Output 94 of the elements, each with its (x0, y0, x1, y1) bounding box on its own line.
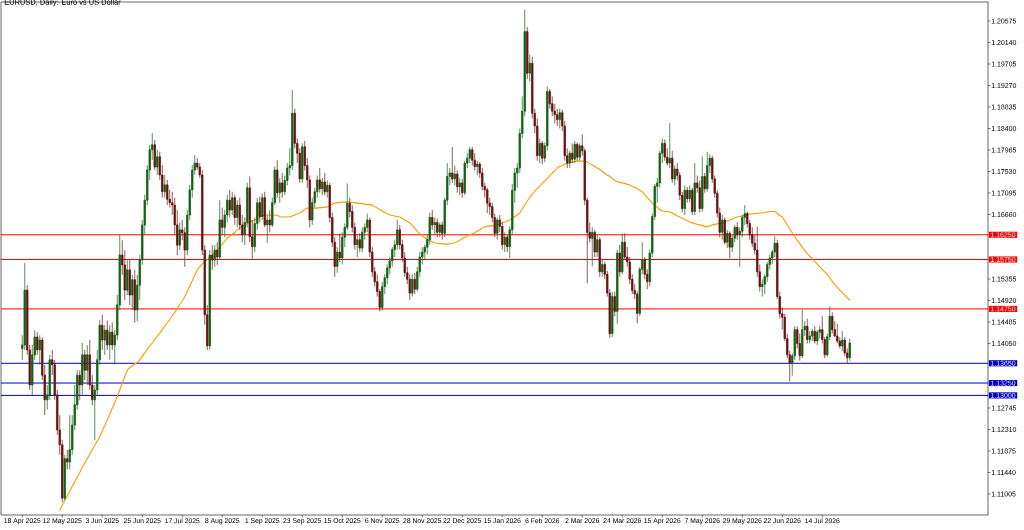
candlestick (441, 221, 444, 241)
candlestick (213, 244, 216, 268)
candlestick (613, 291, 616, 317)
candlestick (323, 172, 326, 196)
candlestick (358, 232, 361, 253)
candlestick (361, 227, 364, 253)
candlestick (433, 217, 436, 236)
candlestick (456, 170, 459, 194)
candlestick (611, 291, 614, 338)
candlestick (618, 244, 621, 278)
candlestick (38, 334, 41, 366)
candlestick (216, 241, 219, 266)
candlestick (278, 177, 281, 203)
candlestick (436, 218, 439, 238)
candlestick (133, 269, 136, 324)
candlestick (101, 314, 104, 351)
candlestick (233, 194, 236, 226)
candlestick (258, 196, 261, 223)
candlestick (231, 191, 234, 216)
candlestick (806, 318, 809, 344)
candlestick (848, 338, 851, 362)
candlestick (163, 174, 166, 199)
candlestick (36, 331, 39, 356)
candlestick (63, 454, 66, 501)
candlestick (268, 209, 271, 233)
candlestick (801, 309, 804, 359)
candlestick (453, 165, 456, 186)
candlestick (593, 229, 596, 258)
candlestick (528, 54, 531, 82)
candlestick (673, 165, 676, 186)
candlestick (808, 330, 811, 344)
candlestick (598, 236, 601, 278)
candlestick (326, 180, 329, 199)
candlestick (568, 150, 571, 169)
candlestick (301, 142, 304, 184)
candlestick (318, 167, 321, 194)
candlestick (486, 187, 489, 214)
candlestick (128, 259, 131, 306)
candlestick (431, 209, 434, 231)
candlestick (836, 323, 839, 344)
candlestick (706, 151, 709, 193)
candlestick (338, 232, 341, 263)
candlestick (111, 321, 114, 351)
candlestick (841, 330, 844, 352)
candlestick (458, 177, 461, 196)
candlestick (66, 449, 69, 470)
candlestick (503, 231, 506, 253)
candlestick (816, 329, 819, 346)
candlestick (723, 217, 726, 246)
candlestick (451, 146, 454, 184)
candlestick (468, 146, 471, 164)
candlestick (761, 278, 764, 297)
candlestick (126, 259, 129, 296)
candlestick (726, 229, 729, 249)
candlestick (811, 328, 814, 342)
candlestick (68, 414, 71, 470)
candlestick (81, 342, 84, 396)
candlestick (281, 172, 284, 199)
candlestick (236, 199, 239, 228)
candlestick (721, 214, 724, 241)
candlestick (496, 217, 499, 241)
candlestick (218, 199, 221, 261)
candlestick (131, 274, 134, 311)
candlestick (78, 369, 81, 401)
candlestick (336, 246, 339, 274)
candlestick (736, 222, 739, 241)
candlestick (153, 139, 156, 171)
candlestick (538, 138, 541, 164)
candlestick (86, 344, 89, 386)
candlestick (683, 185, 686, 216)
candlestick (728, 230, 731, 259)
candlestick (178, 222, 181, 251)
candlestick (103, 324, 106, 356)
candlestick (461, 178, 464, 199)
candlestick (228, 189, 231, 218)
candlestick (701, 156, 704, 212)
candlestick (476, 160, 479, 176)
candlestick (621, 232, 624, 275)
candlestick (106, 319, 109, 351)
candlestick (166, 179, 169, 206)
candlestick (596, 234, 599, 258)
candlestick (83, 349, 86, 381)
candlestick (321, 177, 324, 196)
candlestick (506, 234, 509, 253)
candlestick (438, 222, 441, 238)
candlestick (156, 149, 159, 176)
candlestick (813, 325, 816, 344)
candlestick (291, 89, 294, 171)
candlestick (616, 249, 619, 325)
candlestick (831, 312, 834, 334)
candlestick (276, 159, 279, 199)
candlestick (108, 324, 111, 361)
candlestick (703, 172, 706, 194)
candlestick (266, 214, 269, 244)
